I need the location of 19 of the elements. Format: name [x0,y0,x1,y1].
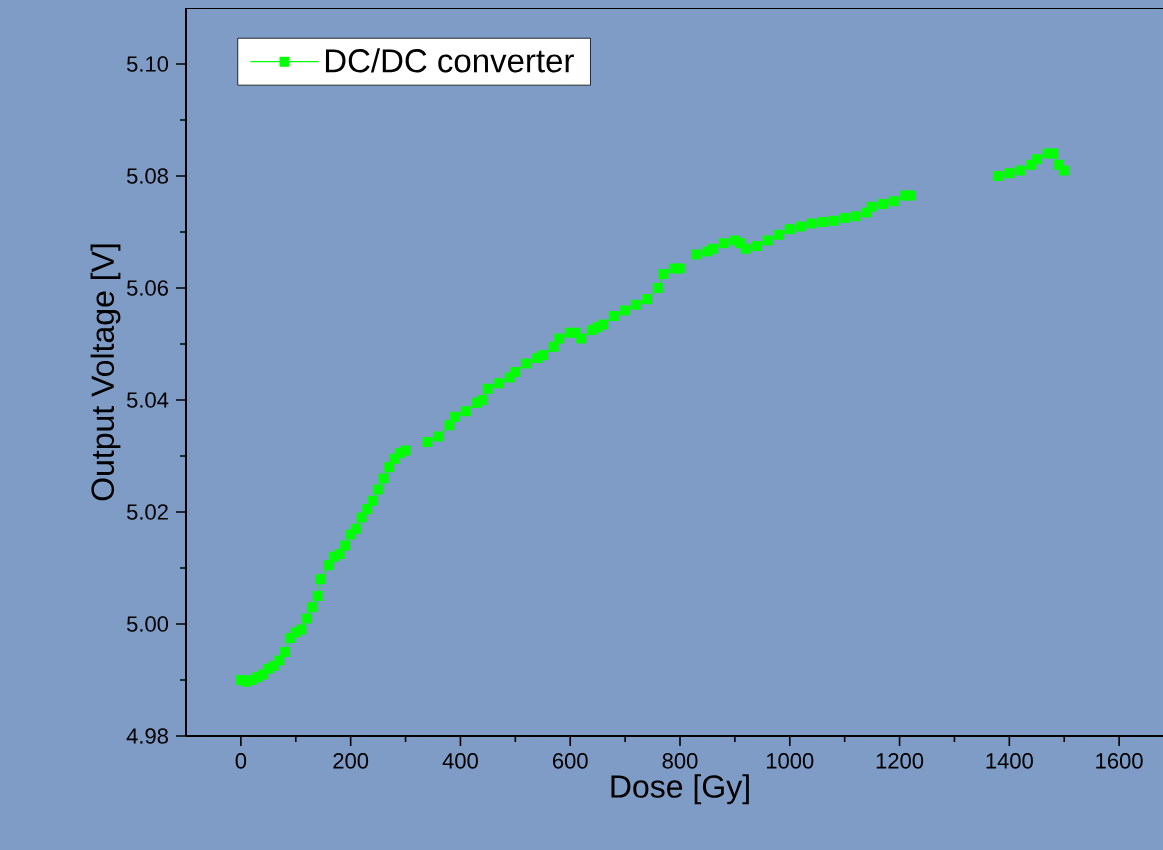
y-tick-label: 5.04 [127,392,169,408]
x-tick-label: 0 [235,753,247,769]
y-tick-label: 5.00 [127,616,169,632]
x-tick-label: 1000 [766,753,814,769]
x-tick-label: 1600 [1096,753,1143,769]
x-tick-label: 600 [553,753,588,769]
y-tick-label: 4.98 [126,728,168,744]
x-tick-label: 200 [333,753,369,769]
y-tick-label: 5.10 [127,56,169,72]
x-tick-label: 400 [442,753,478,769]
y-tick-label: 5.02 [127,504,168,520]
y-axis-title: Output Voltage [V] [90,244,121,501]
y-tick-label: 5.06 [127,280,168,296]
y-tick-label: 5.08 [127,168,168,184]
legend-label: DC/DC converter [325,48,574,73]
x-axis-title: Dose [Gy] [611,774,749,805]
x-tick-label: 1400 [986,753,1033,769]
x-tick-label: 1200 [876,753,924,769]
x-tick-label: 800 [662,753,698,769]
